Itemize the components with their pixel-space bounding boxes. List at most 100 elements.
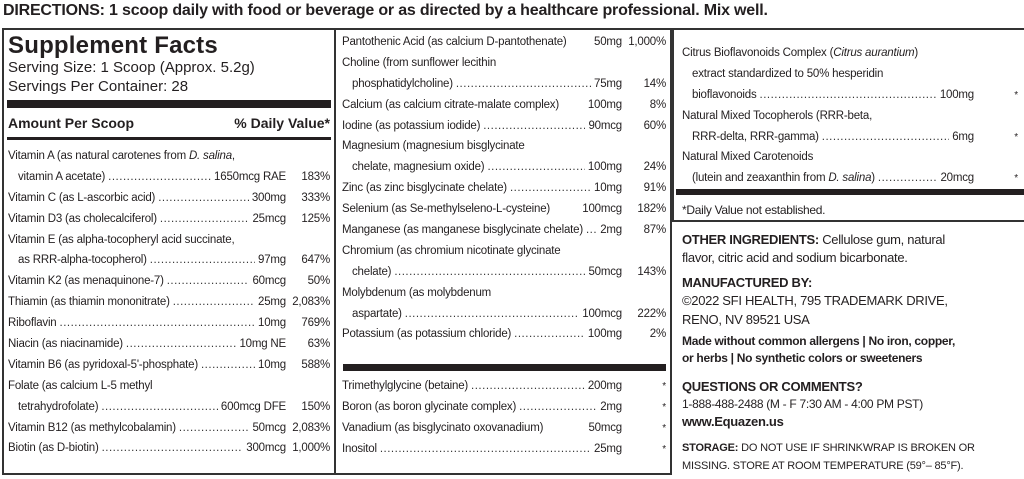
nutrient-name: Vitamin A (as natural carotenes from D. … <box>8 150 235 162</box>
daily-value-percent: 50% <box>307 275 331 288</box>
nutrient-amount: 200mg <box>587 380 622 392</box>
nutrient-line: Magnesium (magnesium bisglycinate <box>342 136 666 157</box>
nutrient-row: Biotin (as D-biotin) 300mcg 1,000% <box>8 438 330 459</box>
nutrient-line: aspartate) 100mcg 222% <box>342 304 666 325</box>
storage-label: STORAGE: <box>682 442 739 454</box>
nutrient-line: Vitamin B6 (as pyridoxal-5'-phosphate) 10… <box>8 355 330 376</box>
nutrient-amount: 10mg <box>594 182 622 195</box>
nutrient-name: Vitamin D3 (as cholecalciferol) <box>8 212 157 225</box>
daily-value-percent: * <box>1014 89 1018 101</box>
nutrient-amount: 2mg <box>600 224 622 237</box>
nutrient-amount: 6mg <box>952 130 974 143</box>
nutrient-row: Citrus Bioflavonoids Complex (Citrus aur… <box>682 43 1018 106</box>
nutrient-amount: 50mg <box>594 36 622 48</box>
dot-leader <box>760 85 937 106</box>
nutrient-line: Inositol 25mg * <box>342 439 666 460</box>
nutrient-line: Niacin (as niacinamide) 10mg NE 63% <box>8 334 330 355</box>
other-ingredients: OTHER INGREDIENTS: Cellulose gum, natura… <box>682 232 1020 247</box>
nutrient-name: as RRR-alpha-tocopherol) <box>18 254 147 267</box>
servings-per-container: Servings Per Container: 28 <box>8 78 189 95</box>
nutrient-name: Thiamin (as thiamin mononitrate) <box>8 296 170 309</box>
nutrient-name: chelate, magnesium oxide) <box>352 161 485 174</box>
nutrient-row: Natural Mixed Tocopherols (RRR-beta, RRR-… <box>682 106 1018 148</box>
daily-value-percent: 150% <box>301 400 330 413</box>
nutrient-name: Inositol <box>342 442 377 455</box>
nutrient-amount: 25mg <box>594 442 622 455</box>
dot-leader <box>380 439 591 460</box>
nutrient-row: Iodine (as potassium iodide) 90mcg 60% <box>342 116 666 137</box>
serving-size: Serving Size: 1 Scoop (Approx. 5.2g) <box>8 59 255 76</box>
nutrient-line: Iodine (as potassium iodide) 90mcg 60% <box>342 116 666 137</box>
nutrient-name: Choline (from sunflower lecithin <box>342 56 497 69</box>
daily-value-percent: 143% <box>637 265 666 278</box>
dot-leader <box>471 376 585 397</box>
nutrient-name: Trimethylglycine (betaine) <box>342 380 469 392</box>
nutrient-name: aspartate) <box>352 307 402 320</box>
nutrient-line: Natural Mixed Carotenoids <box>682 147 1018 168</box>
nutrient-name: tetrahydrofolate) <box>18 400 99 413</box>
dot-leader <box>108 167 211 188</box>
dot-leader <box>483 116 585 137</box>
thick-divider <box>676 189 1024 195</box>
nutrient-name: Natural Mixed Tocopherols (RRR-beta, <box>682 109 873 122</box>
daily-value-percent: * <box>1014 173 1018 185</box>
daily-value-percent: 647% <box>301 254 330 267</box>
daily-value-percent: 2% <box>649 328 666 341</box>
dot-leader <box>878 168 938 189</box>
nutrient-line: vitamin A acetate) 1650mcg RAE 183% <box>8 167 330 188</box>
nutrient-line: chelate) 50mcg 143% <box>342 262 666 283</box>
dot-leader <box>510 178 591 199</box>
other-ingredients-line-2: flavor, citric acid and sodium bicarbona… <box>682 250 908 265</box>
contact-website[interactable]: www.Equazen.us <box>682 414 784 429</box>
dot-leader <box>102 438 244 459</box>
nutrient-amount: 20mcg <box>940 172 974 185</box>
dot-leader <box>126 334 237 355</box>
dot-leader <box>514 324 585 345</box>
nutrient-row: Thiamin (as thiamin mononitrate) 25mg 2,08… <box>8 292 330 313</box>
nutrient-name: Vanadium (as bisglycinato oxovanadium) <box>342 421 544 434</box>
nutrient-amount: 50mcg <box>588 421 622 434</box>
nutrient-line: extract standardized to 50% hesperidin <box>682 64 1018 85</box>
manufacturer-label: MANUFACTURED BY: <box>682 275 813 290</box>
nutrient-amount: 75mg <box>594 77 622 90</box>
nutrient-name: (lutein and zeaxanthin from D. salina) <box>692 172 875 185</box>
nutrient-amount: 100mg <box>939 88 974 101</box>
nutrient-name: Calcium (as calcium citrate-malate compl… <box>342 98 559 111</box>
manufacturer-address-2: RENO, NV 89521 USA <box>682 312 810 327</box>
daily-value-percent: 588% <box>301 358 330 371</box>
nutrient-name: vitamin A acetate) <box>18 170 106 183</box>
other-nutrients-panel <box>672 28 1024 222</box>
nutrient-line: (lutein and zeaxanthin from D. salina) 20… <box>682 168 1018 189</box>
dot-leader <box>822 127 949 148</box>
daily-value-percent: * <box>662 443 666 455</box>
nutrient-amount: 100mg <box>587 328 622 341</box>
nutrient-line: Thiamin (as thiamin mononitrate) 25mg 2,08… <box>8 292 330 313</box>
nutrient-row: Selenium (as Se-methylseleno-L-cysteine)… <box>342 199 666 220</box>
claims-line-2: or herbs | No synthetic colors or sweete… <box>682 351 923 365</box>
thick-divider <box>343 364 666 371</box>
nutrient-amount: 25mcg <box>252 212 286 225</box>
nutrient-row: Choline (from sunflower lecithin phosphat… <box>342 53 666 95</box>
nutrient-row: Vanadium (as bisglycinato oxovanadium) 50… <box>342 418 666 439</box>
nutrient-amount: 60mcg <box>252 275 286 288</box>
nutrient-name: Vitamin B12 (as methylcobalamin) <box>8 421 176 434</box>
daily-value-percent: 1,000% <box>292 442 330 455</box>
claims-line-1: Made without common allergens | No iron,… <box>682 334 955 348</box>
manufacturer-address-1: ©2022 SFI HEALTH, 795 TRADEMARK DRIVE, <box>682 293 948 308</box>
dot-leader <box>405 304 580 325</box>
nutrient-list-column-2: Pantothenic Acid (as calcium D-pantothen… <box>342 32 666 345</box>
daily-value-percent: 222% <box>637 307 666 320</box>
daily-value-percent: 24% <box>643 161 667 174</box>
dot-leader <box>394 262 585 283</box>
storage-line-2: MISSING. STORE AT ROOM TEMPERATURE (59°–… <box>682 460 964 472</box>
nutrient-amount: 300mg <box>251 191 286 204</box>
nutrient-line: Potassium (as potassium chloride) 100mg 2% <box>342 324 666 345</box>
nutrient-row: Magnesium (magnesium bisglycinate chelate… <box>342 136 666 178</box>
nutrient-amount: 600mcg DFE <box>220 400 286 413</box>
nutrient-line: as RRR-alpha-tocopherol) 97mg 647% <box>8 250 330 271</box>
nutrient-amount: 97mg <box>258 254 286 267</box>
nutrient-row: Vitamin K2 (as menaquinone-7) 60mcg 50% <box>8 271 330 292</box>
other-ingredients-label: OTHER INGREDIENTS: <box>682 232 819 247</box>
nutrient-row: Trimethylglycine (betaine) 200mg * <box>342 376 666 397</box>
nutrient-name: bioflavonoids <box>692 88 757 101</box>
